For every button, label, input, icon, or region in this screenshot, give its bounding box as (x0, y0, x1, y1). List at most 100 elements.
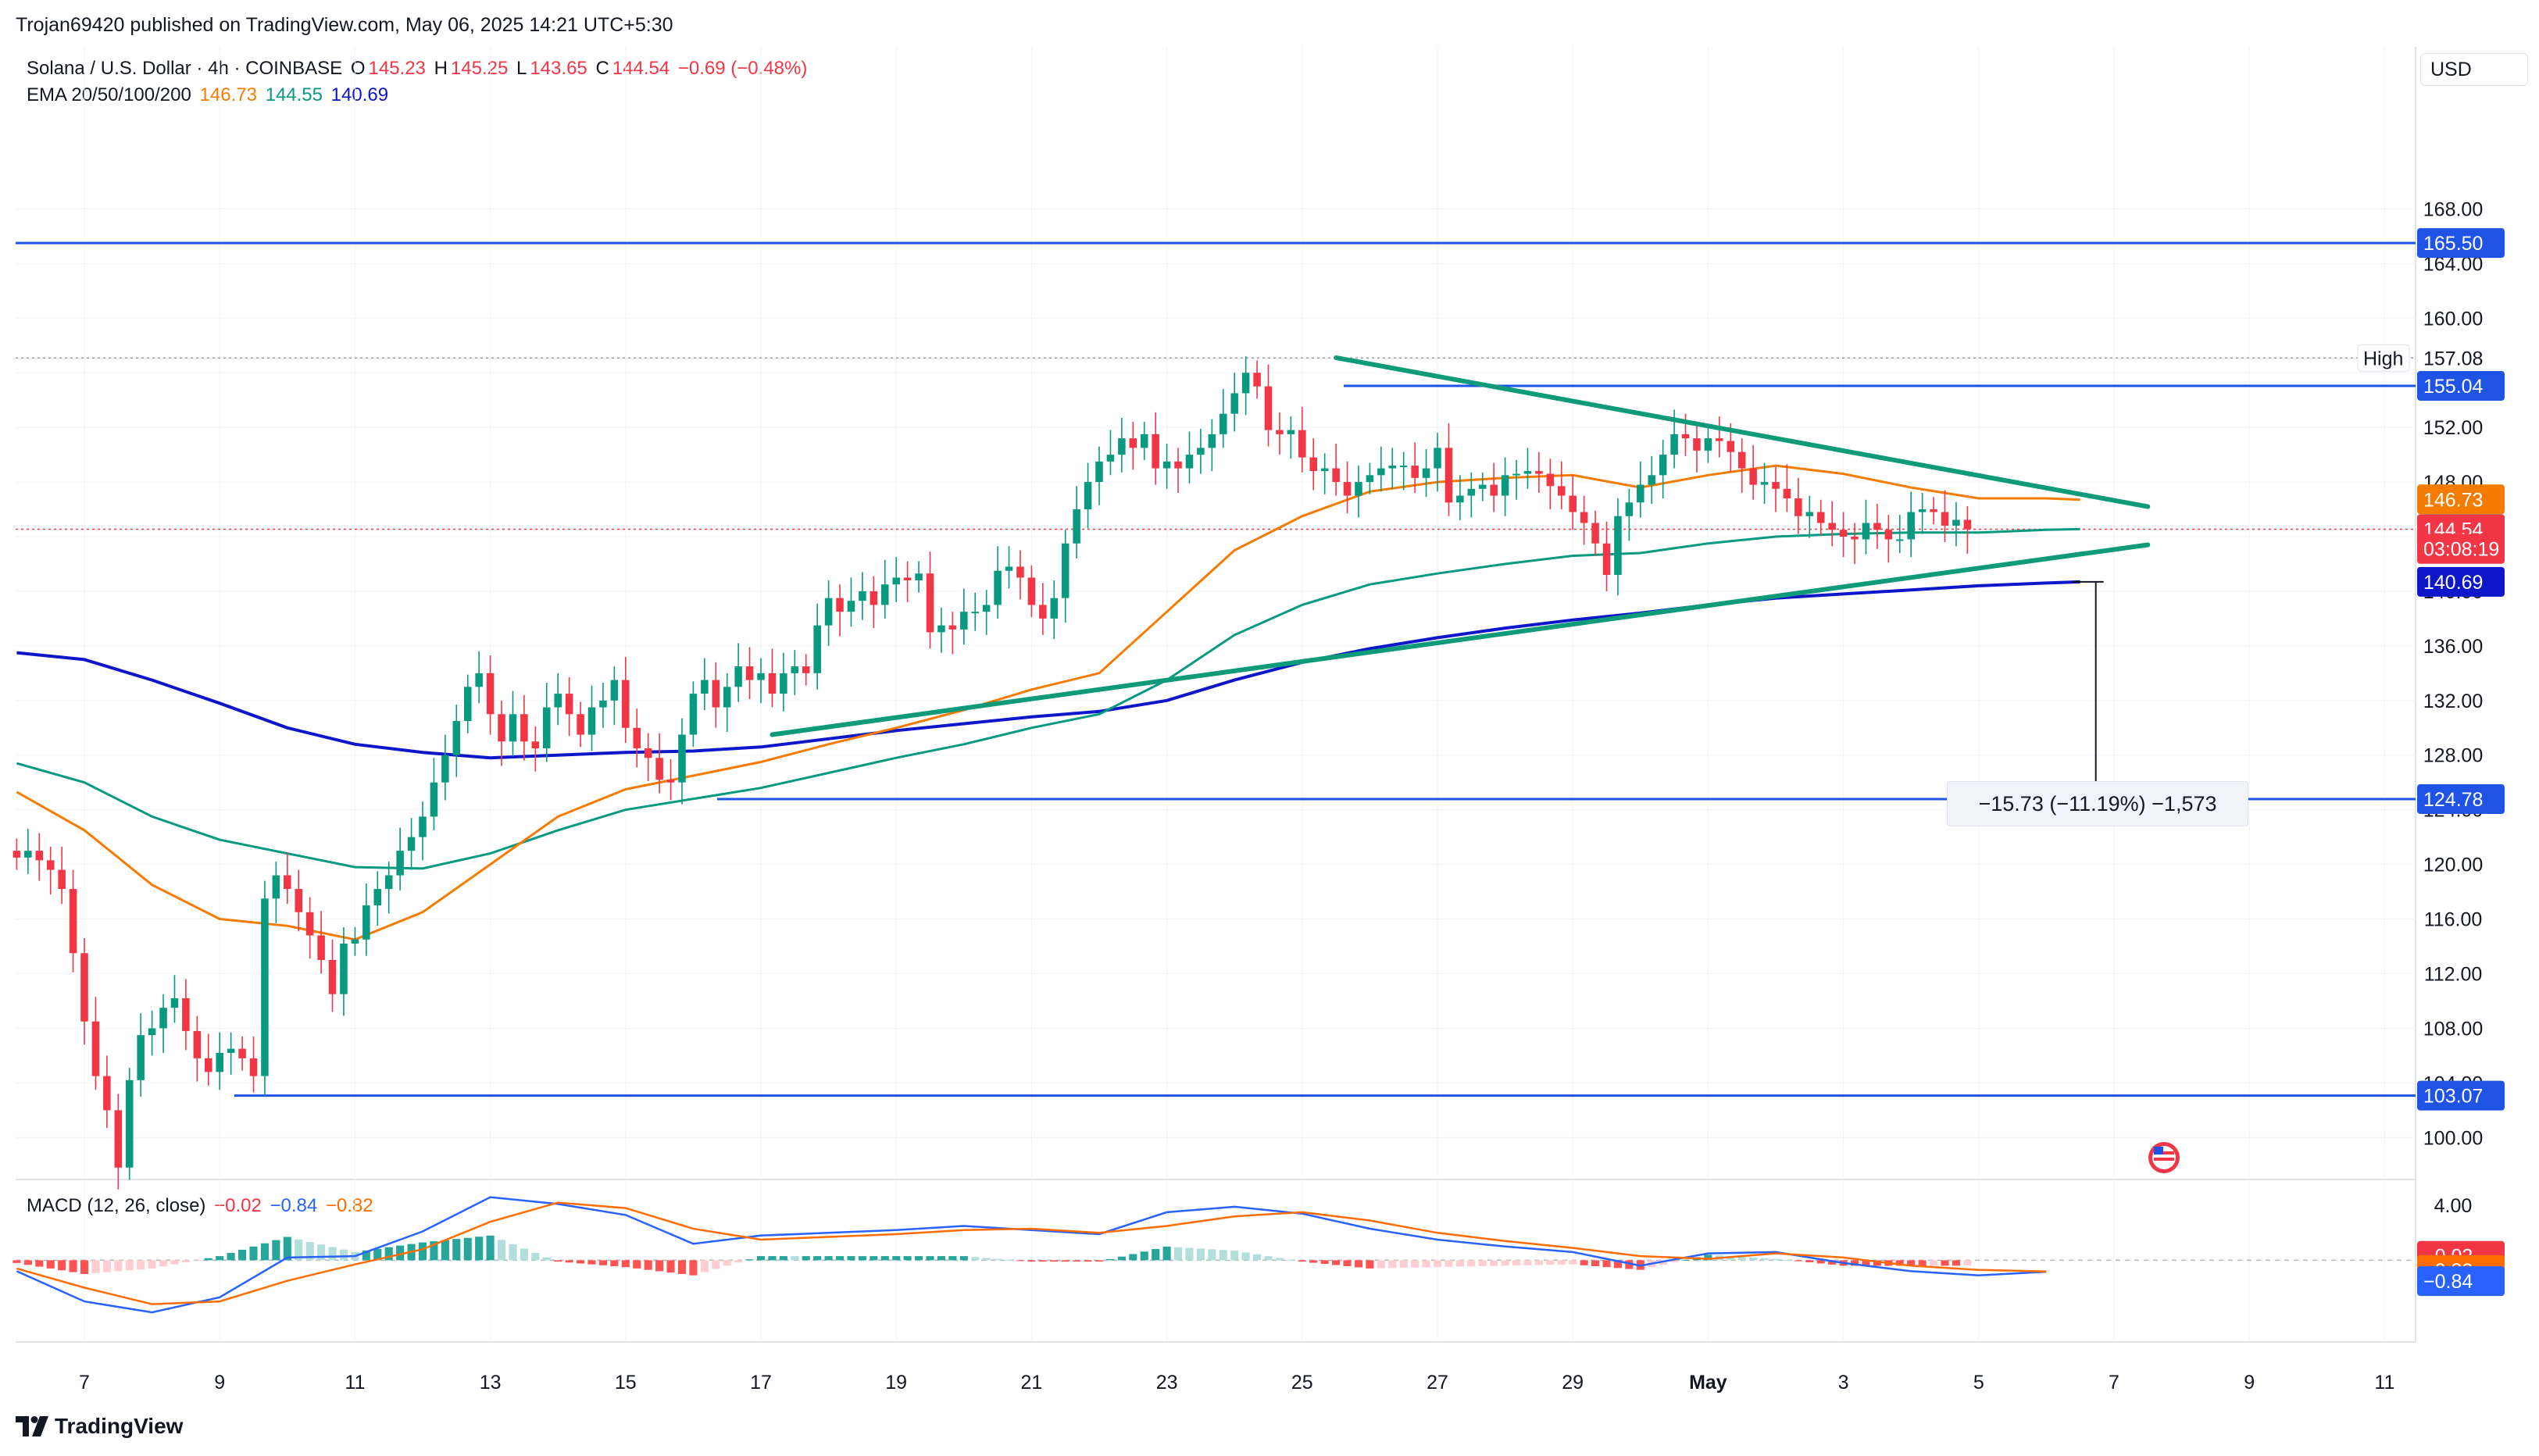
candle-body (295, 889, 302, 912)
candle-body (1478, 484, 1487, 489)
candle-body (666, 780, 675, 783)
macd-histogram-bar (418, 1242, 427, 1261)
macd-histogram-bar (509, 1244, 517, 1261)
candle-body (1027, 577, 1036, 605)
candle-body (1535, 471, 1543, 474)
macd-histogram-bar (870, 1256, 878, 1261)
macd-histogram-bar (756, 1256, 766, 1261)
candle-body (1332, 468, 1340, 483)
price-label-bg (2417, 514, 2505, 544)
macd-histogram-bar (1219, 1250, 1227, 1261)
candle-body (509, 714, 517, 742)
macd-price-label: −0.84 (2423, 1271, 2473, 1293)
candle-body (1490, 484, 1498, 496)
macd-hist-value: −0.02 (214, 1195, 262, 1216)
macd-price-label-bg (2417, 1266, 2505, 1297)
candle-body (1952, 519, 1960, 526)
candle-body (1648, 475, 1655, 485)
currency-button[interactable]: USD (2420, 53, 2528, 86)
y-tick-label: 112.00 (2424, 963, 2483, 985)
x-tick-label: 3 (1838, 1372, 1849, 1394)
macd-histogram-bar (892, 1256, 901, 1261)
tradingview-logo-icon (16, 1416, 48, 1436)
tradingview-logo[interactable]: TradingView (16, 1414, 183, 1439)
candle-body (1625, 502, 1634, 516)
y-tick-label: 104.00 (2423, 1072, 2483, 1094)
macd-histogram-bar (1749, 1257, 1758, 1261)
candle-body (384, 875, 393, 890)
macd-label[interactable]: MACD (12, 26, close) (27, 1195, 206, 1216)
candle-body (1208, 434, 1216, 448)
price-label: 140.69 (2423, 572, 2483, 594)
candle-body (1084, 482, 1092, 510)
candle-body (565, 694, 573, 715)
macd-histogram-bar (1963, 1260, 1972, 1266)
trendline-upper (1334, 355, 2151, 509)
candle-body (305, 912, 314, 936)
candle-body (328, 960, 337, 994)
candle-body (870, 591, 878, 605)
macd-histogram-bar (305, 1241, 314, 1261)
macd-histogram-bar (1523, 1260, 1532, 1265)
macd-histogram-bar (1659, 1260, 1667, 1265)
candle-body (1693, 438, 1701, 451)
candle-body (1546, 473, 1555, 487)
candle-body (554, 694, 562, 708)
y-tick-label: 152.00 (2423, 417, 2483, 439)
macd-y-tick-label: 4.00 (2434, 1195, 2473, 1217)
macd-histogram-bar (1681, 1259, 1690, 1261)
candle-body (859, 591, 866, 601)
y-tick-label: 136.00 (2423, 636, 2483, 658)
high-tag-bg (2357, 344, 2410, 372)
candle-body (599, 700, 607, 708)
macd-histogram-bar (1264, 1256, 1273, 1261)
macd-histogram-bar (1930, 1260, 1938, 1266)
high-value: 145.25 (450, 58, 509, 79)
macd-histogram-bar (1354, 1260, 1363, 1268)
macd-histogram-bar (170, 1260, 179, 1265)
y-tick-label: 132.00 (2423, 691, 2483, 712)
candle-body (1816, 512, 1825, 523)
price-label-bg (2417, 370, 2505, 401)
candle-body (103, 1076, 111, 1111)
candle-body (1963, 519, 1972, 530)
candle-body (1591, 523, 1599, 544)
us-flag-icon-inner (2152, 1146, 2176, 1169)
macd-histogram-bar (835, 1256, 845, 1261)
symbol-title[interactable]: Solana / U.S. Dollar · 4h · COINBASE (27, 58, 343, 79)
macd-histogram-bar (193, 1260, 202, 1262)
candle-body (1637, 484, 1644, 503)
countdown-label-bg (2417, 534, 2505, 564)
macd-histogram-bar (1073, 1260, 1081, 1262)
candle-body (1467, 488, 1476, 496)
macd-histogram-bar (948, 1256, 957, 1261)
price-label-bg (2417, 514, 2505, 544)
candle-body (1704, 438, 1712, 451)
macd-histogram-bar (430, 1241, 438, 1261)
macd-histogram-bar (666, 1260, 675, 1273)
candle-body (1523, 471, 1532, 474)
macd-histogram-bar (159, 1260, 168, 1267)
macd-histogram-bar (441, 1240, 449, 1261)
macd-histogram-bar (148, 1260, 156, 1269)
macd-histogram-bar (791, 1256, 799, 1261)
macd-histogram-bar (69, 1260, 77, 1272)
ema-label[interactable]: EMA 20/50/100/200 (27, 84, 191, 105)
macd-histogram-bar (260, 1243, 269, 1261)
candle-body (1602, 543, 1611, 575)
candle-body (340, 944, 348, 994)
macd-histogram-bar (1287, 1259, 1295, 1261)
macd-histogram-bar (384, 1247, 393, 1261)
candle-body (1276, 430, 1284, 434)
macd-histogram-bar (35, 1260, 44, 1267)
macd-histogram-bar (1512, 1260, 1521, 1266)
macd-histogram-bar (723, 1260, 731, 1266)
grid (16, 47, 2416, 1343)
candle-body (1106, 455, 1115, 462)
candle-body (757, 673, 765, 680)
macd-histogram-bar (137, 1260, 145, 1270)
macd-histogram-bar (1873, 1260, 1881, 1266)
x-tick-label: May (1689, 1372, 1727, 1394)
macd-histogram-bar (1884, 1260, 1893, 1266)
